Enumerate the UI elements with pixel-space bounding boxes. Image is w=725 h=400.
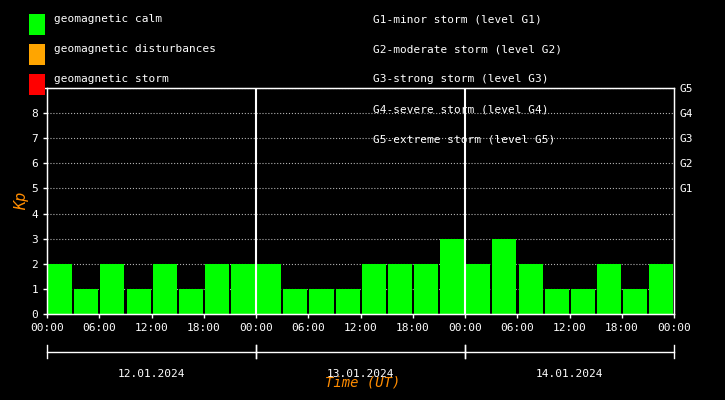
Text: G4-severe storm (level G4): G4-severe storm (level G4)	[373, 104, 549, 114]
Text: 12.01.2024: 12.01.2024	[118, 369, 186, 379]
Text: G1-minor storm (level G1): G1-minor storm (level G1)	[373, 14, 542, 24]
Bar	[440, 239, 464, 314]
Bar	[492, 239, 516, 314]
Y-axis label: Kp: Kp	[14, 192, 28, 210]
Bar	[466, 264, 490, 314]
Bar	[257, 264, 281, 314]
Text: geomagnetic storm: geomagnetic storm	[54, 74, 169, 84]
Text: 13.01.2024: 13.01.2024	[327, 369, 394, 379]
Bar	[544, 289, 568, 314]
Bar	[649, 264, 674, 314]
Bar	[283, 289, 307, 314]
Bar	[179, 289, 203, 314]
Bar	[518, 264, 542, 314]
Text: geomagnetic disturbances: geomagnetic disturbances	[54, 44, 216, 54]
Text: G5-extreme storm (level G5): G5-extreme storm (level G5)	[373, 134, 555, 144]
Bar	[414, 264, 438, 314]
Bar	[310, 289, 334, 314]
Bar	[597, 264, 621, 314]
Bar	[362, 264, 386, 314]
Bar	[153, 264, 177, 314]
Bar	[74, 289, 99, 314]
Text: G2-moderate storm (level G2): G2-moderate storm (level G2)	[373, 44, 563, 54]
Text: 14.01.2024: 14.01.2024	[536, 369, 603, 379]
Bar	[48, 264, 72, 314]
Bar	[623, 289, 647, 314]
Text: G3-strong storm (level G3): G3-strong storm (level G3)	[373, 74, 549, 84]
Bar	[336, 289, 360, 314]
Text: Time (UT): Time (UT)	[325, 376, 400, 390]
Bar	[101, 264, 125, 314]
Text: geomagnetic calm: geomagnetic calm	[54, 14, 162, 24]
Bar	[571, 289, 594, 314]
Bar	[205, 264, 229, 314]
Bar	[388, 264, 412, 314]
Bar	[231, 264, 255, 314]
Bar	[127, 289, 151, 314]
